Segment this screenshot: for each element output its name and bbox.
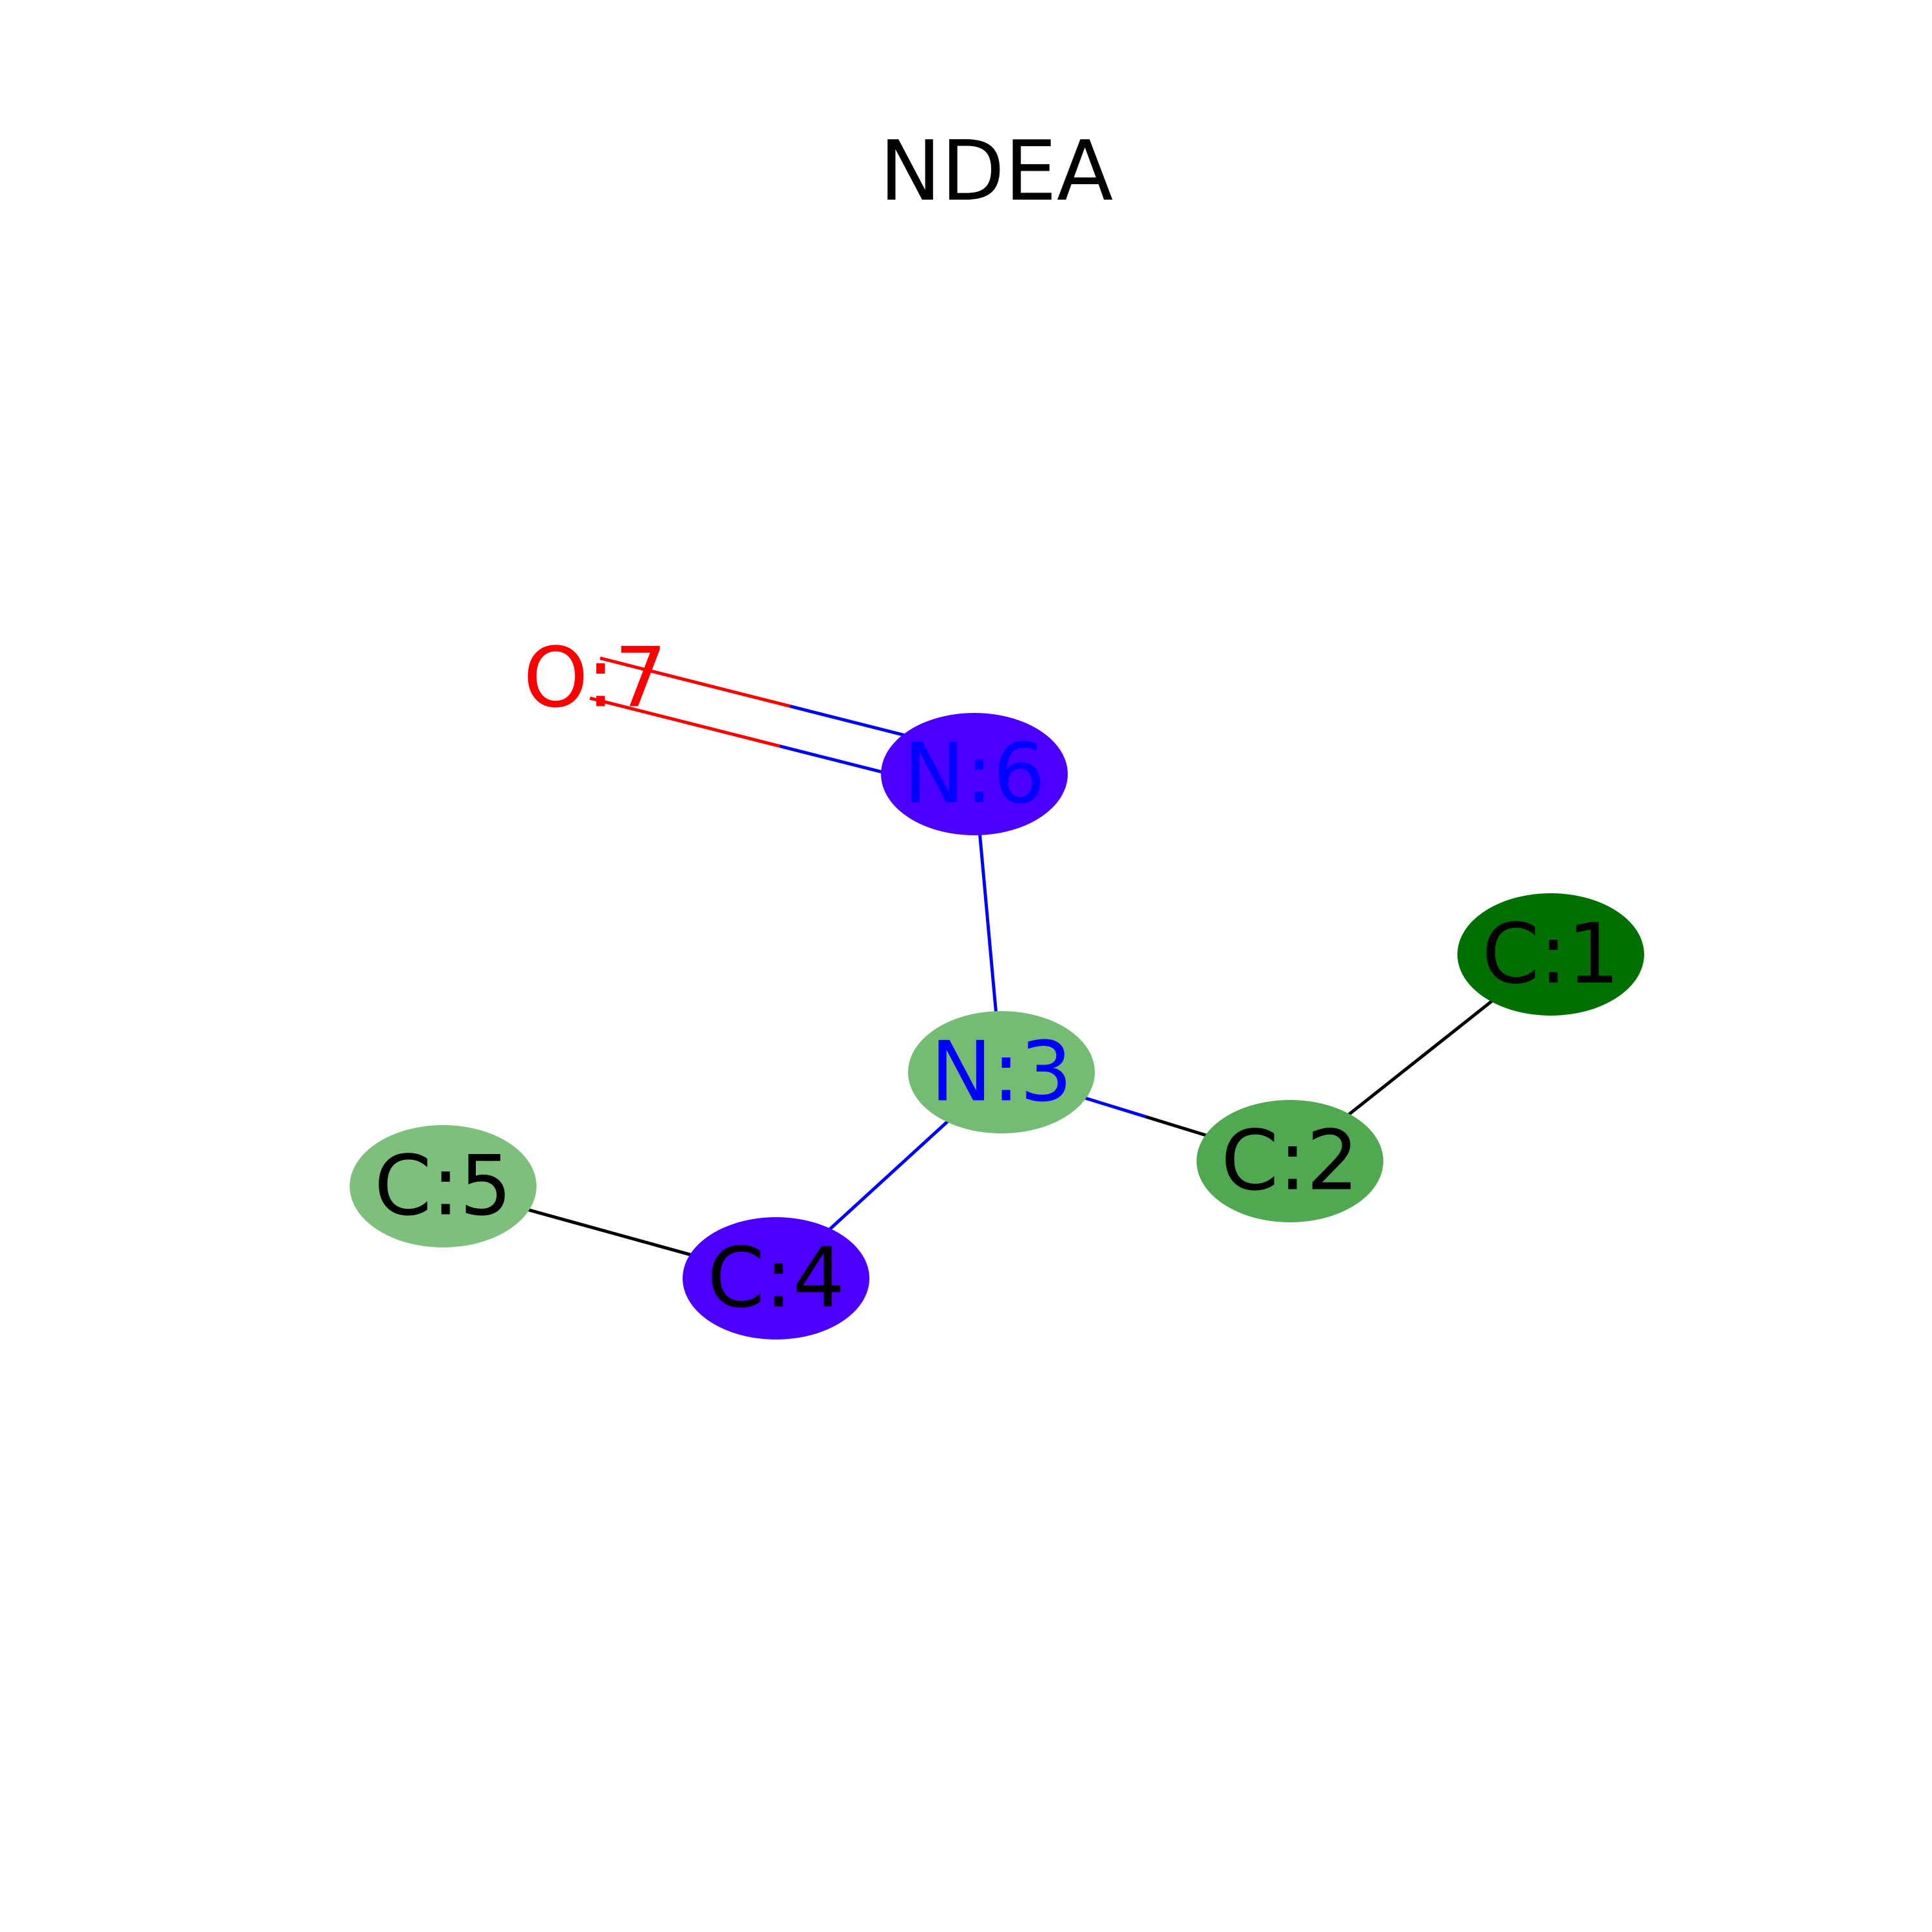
bond-6-7-line-1-half-b (589, 696, 781, 748)
atom-label-6: N:6 (904, 726, 1045, 822)
atom-label-5: C:5 (374, 1139, 512, 1235)
atom-label-4: C:4 (707, 1231, 845, 1327)
atom-label-2: C:2 (1221, 1113, 1359, 1209)
label-layer: C:1 C:2 N:3 C:4 C:5 N:6 O:7 (374, 630, 1620, 1327)
atom-label-3: N:3 (931, 1025, 1072, 1121)
atom-node-1 (1457, 893, 1644, 1016)
atom-node-4 (683, 1217, 869, 1340)
atom-node-3 (908, 1011, 1095, 1133)
atom-label-1: C:1 (1482, 907, 1620, 1003)
atom-node-5 (350, 1125, 536, 1247)
atom-label-7: O:7 (523, 630, 667, 726)
atom-node-2 (1197, 1100, 1383, 1222)
diagram-title: NDEA (880, 124, 1113, 220)
atom-layer (350, 713, 1644, 1340)
atom-node-6 (881, 713, 1068, 835)
bond-6-7-line-2-half-b (600, 656, 790, 708)
